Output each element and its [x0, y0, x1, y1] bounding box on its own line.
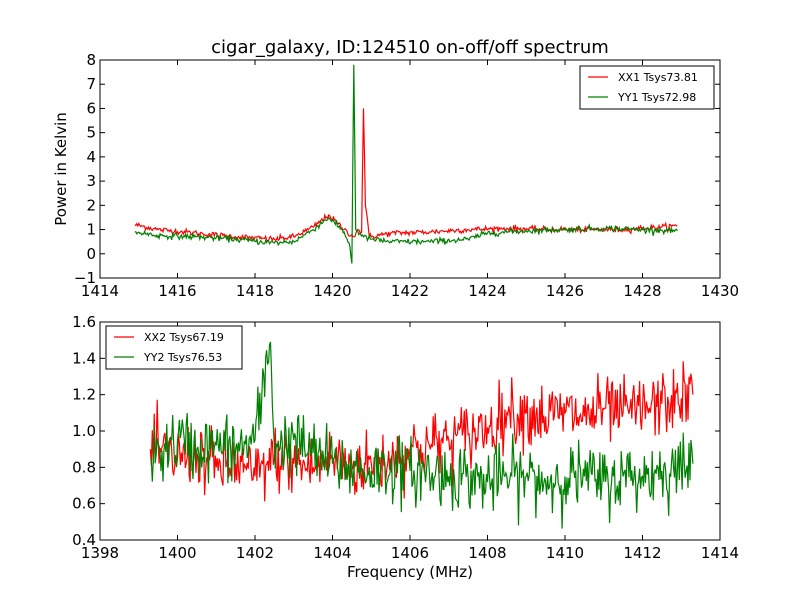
x-tick-label: 1428: [623, 282, 661, 300]
legend-label: XX1 Tsys73.81: [618, 71, 698, 84]
y-tick-label: 8: [86, 51, 96, 69]
chart-bottom-series: [149, 341, 694, 529]
y-tick-label: 0: [86, 245, 96, 263]
y-tick-label: 1.0: [72, 422, 96, 440]
y-tick-label: −1: [74, 269, 96, 287]
legend-box: [105, 325, 243, 370]
y-tick-label: 3: [86, 172, 96, 190]
series-line-yy: [134, 64, 678, 264]
legend-label: YY2 Tsys76.53: [143, 351, 222, 364]
chart-bottom-legend: XX2 Tsys67.19 YY2 Tsys76.53: [105, 325, 243, 370]
x-tick-label: 1402: [236, 544, 274, 562]
x-tick-label: 1424: [468, 282, 506, 300]
y-tick-label: 0.6: [72, 495, 96, 513]
y-tick-label: 1.2: [72, 386, 96, 404]
y-tick-label: 5: [86, 124, 96, 142]
x-tick-label: 1400: [158, 544, 196, 562]
x-tick-label: 1410: [546, 544, 584, 562]
x-tick-label: 1422: [391, 282, 429, 300]
chart-bottom-xlabel: Frequency (MHz): [347, 563, 473, 581]
x-tick-label: 1418: [236, 282, 274, 300]
y-tick-label: 7: [86, 75, 96, 93]
chart-bottom: 1398 1400 1402 1404 1406 1408 1410 1412 1414 0.4 0…: [72, 313, 739, 581]
x-tick-label: 1398: [81, 544, 119, 562]
y-tick-label: 0.8: [72, 458, 96, 476]
chart-top-ylabel: Power in Kelvin: [52, 112, 70, 226]
chart-top-series: [134, 64, 678, 264]
y-tick-label: 6: [86, 99, 96, 117]
x-tick-label: 1416: [158, 282, 196, 300]
x-tick-label: 1414: [701, 544, 739, 562]
x-tick-label: 1414: [81, 282, 119, 300]
legend-label: YY1 Tsys72.98: [617, 91, 696, 104]
chart-top: cigar_galaxy, ID:124510 on-off/off spect…: [52, 37, 739, 300]
x-tick-label: 1406: [391, 544, 429, 562]
series-line-xx: [149, 361, 694, 502]
x-tick-label: 1420: [313, 282, 351, 300]
chart-top-title: cigar_galaxy, ID:124510 on-off/off spect…: [211, 37, 609, 58]
y-tick-label: 1.4: [72, 349, 96, 367]
chart-bottom-ticks: 1398 1400 1402 1404 1406 1408 1410 1412 1414 0.4 0…: [72, 313, 739, 562]
series-line-yy: [149, 341, 694, 529]
x-tick-label: 1404: [313, 544, 351, 562]
legend-label: XX2 Tsys67.19: [144, 331, 224, 344]
chart-top-ticks: 1414 1416 1418 1420 1422 1424 1426 1428 1430−101…: [74, 51, 739, 300]
x-tick-label: 1430: [701, 282, 739, 300]
chart-top-legend: XX1 Tsys73.81 YY1 Tsys72.98: [579, 65, 715, 110]
x-tick-label: 1412: [623, 544, 661, 562]
x-tick-label: 1426: [546, 282, 584, 300]
y-tick-label: 1: [86, 221, 96, 239]
y-tick-label: 4: [86, 148, 96, 166]
legend-box: [579, 65, 715, 110]
y-tick-label: 2: [86, 196, 96, 214]
y-tick-label: 0.4: [72, 531, 96, 549]
y-tick-label: 1.6: [72, 313, 96, 331]
x-tick-label: 1408: [468, 544, 506, 562]
